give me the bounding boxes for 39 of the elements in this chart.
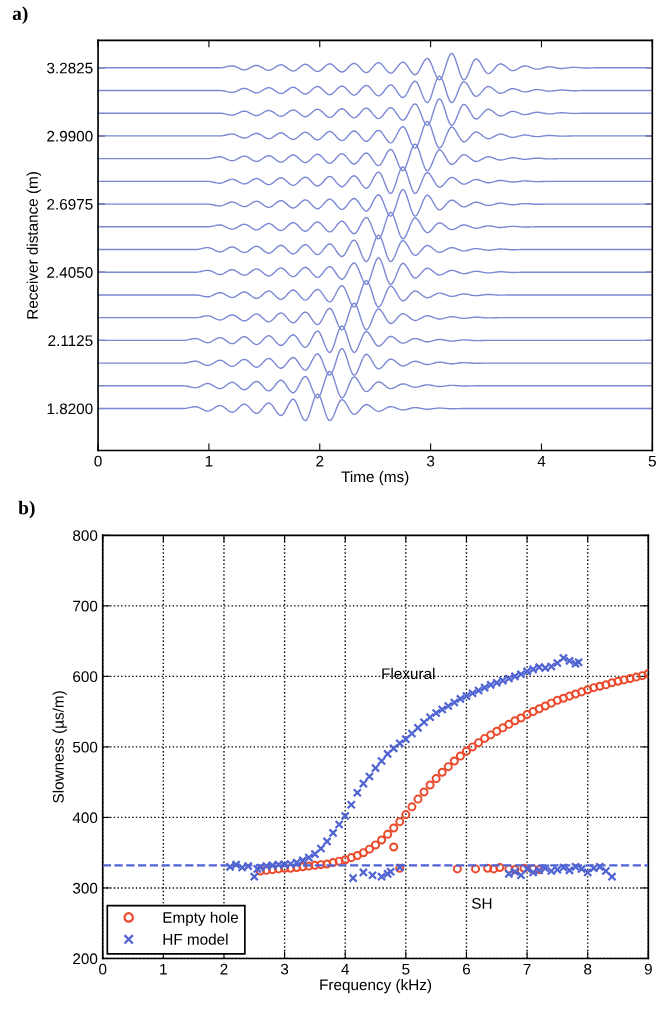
y-tick-label: 300 [72, 882, 98, 894]
y-tick-label: 800 [73, 530, 98, 541]
x-tick-label: 1 [160, 963, 167, 975]
x-axis-title: Time (ms) [341, 470, 409, 486]
x-tick-label: 1 [205, 455, 213, 467]
x-tick-label: 3 [426, 455, 435, 467]
x-tick-label: 0 [94, 455, 102, 467]
y-tick-label: 2.1125 [48, 335, 93, 347]
y-tick-label: 400 [72, 812, 98, 824]
x-tick-label: 7 [523, 963, 531, 975]
x-tick-label: 2 [316, 455, 324, 467]
x-tick-label: 5 [648, 455, 656, 467]
y-tick-label: 700 [73, 600, 98, 612]
y-tick-label: 2.9900 [47, 130, 93, 142]
legend-label: HF model [163, 933, 228, 945]
y-tick-label: 3.2825 [47, 62, 93, 74]
legend-label: Empty hole [163, 911, 239, 926]
annotation: Flexural [382, 667, 435, 680]
y-tick-label: 1.8200 [47, 403, 93, 415]
annotation: SH [472, 898, 492, 909]
y-tick-label: 2.6975 [47, 198, 93, 210]
chart-title: a) [12, 6, 28, 24]
y-tick-label: 600 [73, 671, 98, 683]
x-tick-label: 0 [99, 963, 107, 975]
x-tick-label: 5 [402, 963, 410, 975]
x-tick-label: 2 [220, 963, 228, 975]
x-tick-label: 6 [462, 963, 471, 975]
x-tick-label: 4 [537, 455, 546, 467]
y-tick-label: 2.4050 [47, 267, 93, 278]
y-axis-title: Receiver distance (m) [26, 172, 41, 319]
y-tick-label: 500 [72, 741, 98, 753]
x-tick-label: 3 [280, 963, 289, 975]
x-tick-label: 9 [644, 963, 652, 975]
y-axis-title: Slowness (µs/m) [52, 691, 67, 803]
x-tick-label: 8 [584, 963, 592, 975]
x-tick-label: 4 [341, 963, 350, 975]
y-tick-label: 200 [73, 953, 98, 965]
x-axis-title: Frequency (kHz) [320, 978, 432, 994]
chart-title: b) [18, 500, 35, 519]
